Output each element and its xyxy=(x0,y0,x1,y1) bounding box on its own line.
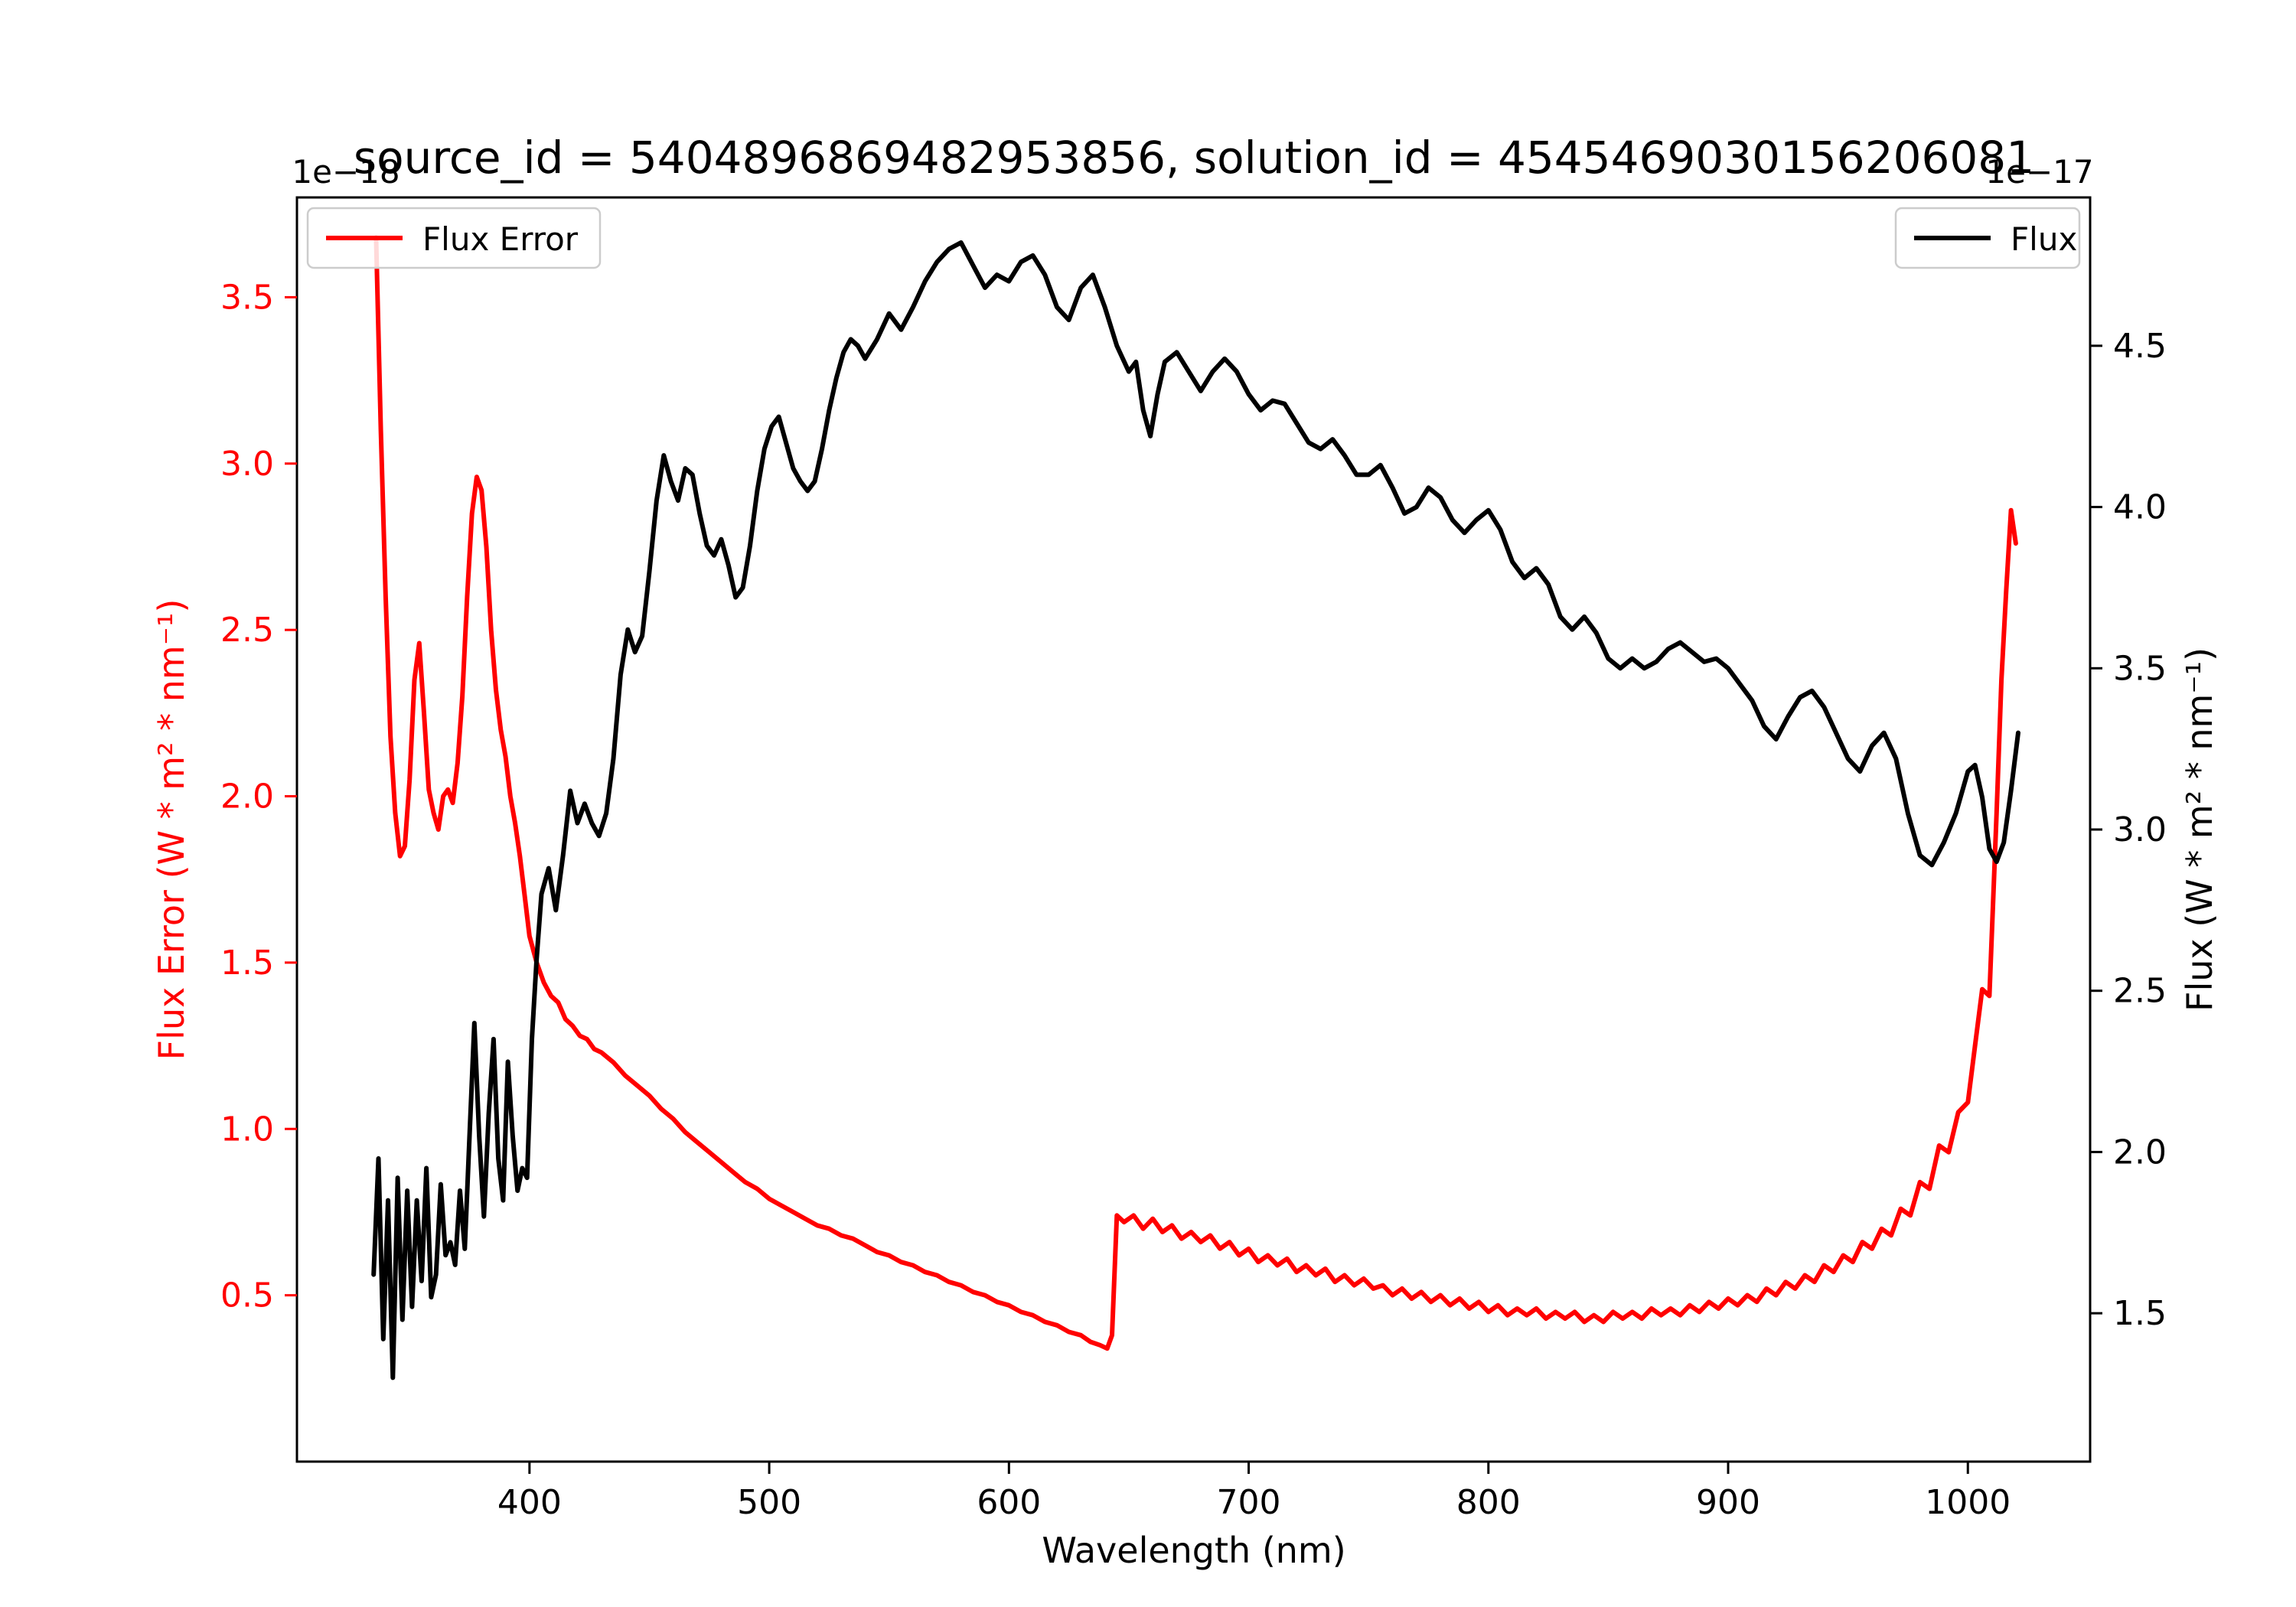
right-tick-label: 2.5 xyxy=(2113,972,2167,1011)
x-tick-label: 700 xyxy=(1217,1483,1281,1522)
left-tick-label: 3.0 xyxy=(220,445,274,484)
right-tick-label: 3.0 xyxy=(2113,810,2167,849)
left-tick-label: 0.5 xyxy=(220,1276,274,1315)
legend-box xyxy=(306,207,602,269)
right-tick-label: 2.0 xyxy=(2113,1133,2167,1172)
left-tick-label: 3.5 xyxy=(220,278,274,317)
left-tick-label: 1.0 xyxy=(220,1110,274,1149)
plot-layer: 400 500 600 700 800 900 1000 0.5 1.0 1.5 2.0 2.5 3.0… xyxy=(220,196,2167,1522)
flux-error-line xyxy=(373,235,2018,1351)
x-tick-label: 400 xyxy=(497,1483,562,1522)
flux-line xyxy=(371,240,2020,1380)
right-tick-label: 3.5 xyxy=(2113,649,2167,688)
x-axis-label: Wavelength (nm) xyxy=(1042,1530,1345,1571)
left-tick-label: 2.0 xyxy=(220,777,274,817)
x-tick-label: 900 xyxy=(1696,1483,1760,1522)
right-axis-label: Flux (W * m² * nm⁻¹) xyxy=(2179,647,2220,1012)
x-tick-label: 600 xyxy=(977,1483,1041,1522)
legend-flux-error: Flux Error xyxy=(306,207,602,269)
left-tick-label: 1.5 xyxy=(220,944,274,983)
x-tick-label: 800 xyxy=(1456,1483,1521,1522)
x-tick-label: 500 xyxy=(737,1483,801,1522)
left-offset-label: 1e−18 xyxy=(292,153,400,191)
left-axis-label: Flux Error (W * m² * nm⁻¹) xyxy=(151,599,192,1061)
right-tick-label: 1.5 xyxy=(2113,1294,2167,1333)
chart-title: source_id = 5404896869482953856, solutio… xyxy=(354,132,2034,184)
flux-error-legend-label: Flux Error xyxy=(422,220,579,258)
flux-legend-label: Flux xyxy=(2011,220,2077,258)
legend-flux: Flux xyxy=(1894,207,2081,269)
right-offset-label: 1e−17 xyxy=(1985,153,2093,191)
right-tick-label: 4.0 xyxy=(2113,488,2167,527)
left-tick-label: 2.5 xyxy=(220,611,274,650)
x-tick-label: 1000 xyxy=(1925,1483,2011,1522)
right-tick-label: 4.5 xyxy=(2113,327,2167,366)
